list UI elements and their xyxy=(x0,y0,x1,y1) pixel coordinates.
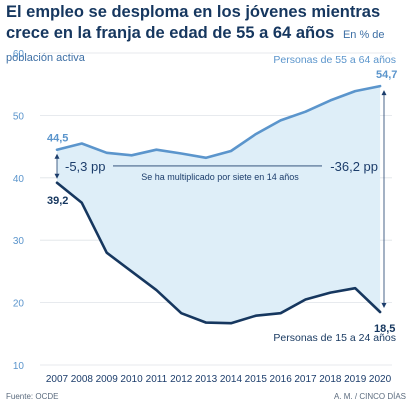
x-tick-label-2018: 2018 xyxy=(319,374,342,385)
chart-subtitle: En % de población activa xyxy=(6,29,385,64)
gap-arrow-end-head-bottom xyxy=(381,302,387,308)
y-tick-label-50: 50 xyxy=(13,111,25,122)
gap-arrow-start-head-top xyxy=(54,153,60,159)
x-tick-label-2015: 2015 xyxy=(245,374,268,385)
series-label-55-64: Personas de 55 a 64 años xyxy=(273,54,396,66)
line-layer xyxy=(55,84,382,325)
gap-arrow-end xyxy=(381,90,387,308)
x-tick-layer: 2007 2008 2009 2010 2011 2012 2013 2014 2015 2016… xyxy=(46,374,392,385)
y-tick-label-20: 20 xyxy=(13,299,25,310)
gap-arrow-start-head-bottom xyxy=(54,173,60,179)
y-tick-label-40: 40 xyxy=(13,174,25,185)
annotation-layer: Personas de 55 a 64 años Personas de 15 a… xyxy=(47,54,397,344)
y-tick-label-10: 10 xyxy=(13,361,25,372)
x-tick-label-2014: 2014 xyxy=(220,374,243,385)
credit-note: A. M. / CINCO DÍAS xyxy=(333,392,406,401)
value-label-young-start: 39,2 xyxy=(47,195,68,207)
x-tick-label-2010: 2010 xyxy=(120,374,143,385)
y-tick-label-60: 60 xyxy=(13,49,25,60)
series-label-15-24: Personas de 15 a 24 años xyxy=(273,332,396,344)
x-tick-label-2008: 2008 xyxy=(71,374,94,385)
chart-title: El empleo se desploma en los jóvenes mie… xyxy=(6,3,385,64)
series-line-15-24 xyxy=(55,181,382,325)
x-tick-label-2012: 2012 xyxy=(170,374,193,385)
x-tick-label-2011: 2011 xyxy=(146,374,168,385)
x-tick-label-2013: 2013 xyxy=(195,374,218,385)
x-tick-label-2020: 2020 xyxy=(369,374,392,385)
x-tick-label-2016: 2016 xyxy=(270,374,293,385)
gap-arrow-end-head-top xyxy=(381,90,387,96)
middle-note: Se ha multiplicado por siete en 14 años xyxy=(141,172,299,182)
gap-label-start: -5,3 pp xyxy=(65,159,105,174)
gap-area xyxy=(57,86,381,324)
y-tick-label-30: 30 xyxy=(13,236,25,247)
x-tick-label-2017: 2017 xyxy=(294,374,317,385)
value-label-older-end: 54,7 xyxy=(376,69,397,81)
source-note: Fuente: OCDE xyxy=(6,392,59,401)
gap-arrow-start xyxy=(54,153,60,179)
gap-label-end: -36,2 pp xyxy=(330,159,378,174)
x-tick-label-2009: 2009 xyxy=(96,374,119,385)
fill-layer xyxy=(57,86,381,324)
value-label-young-end: 18,5 xyxy=(374,323,395,335)
x-tick-label-2019: 2019 xyxy=(344,374,367,385)
y-tick-layer: 10 20 30 40 50 60 xyxy=(13,49,25,372)
value-label-older-start: 44,5 xyxy=(47,133,68,145)
series-line-55-64 xyxy=(55,84,382,160)
x-tick-label-2007: 2007 xyxy=(46,374,69,385)
